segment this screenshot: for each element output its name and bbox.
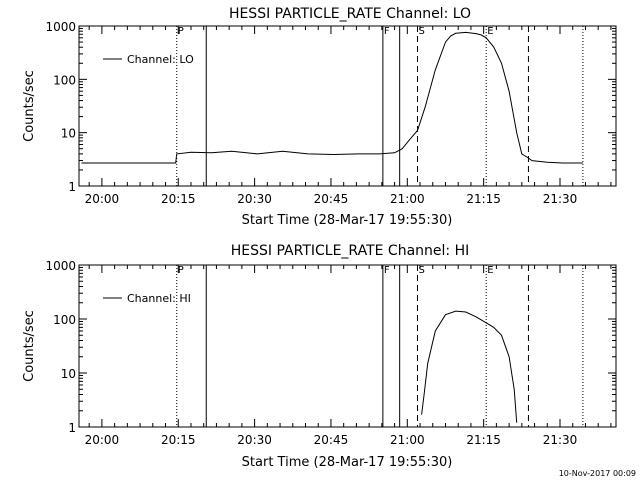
x-tick-label: 20:45 [314,192,349,206]
y-tick-label: 1 [68,421,76,435]
event-marker-label: P [178,265,184,276]
panel-lo: HESSI PARTICLE_RATE Channel: LO P F S E 20:… [22,6,617,228]
x-tick-label: 20:15 [161,192,196,206]
y-axis-ticks: 1 10 100 1000 [45,20,616,194]
x-tick-label: 21:30 [543,433,578,447]
x-tick-label: 21:00 [390,192,425,206]
x-axis-label: Start Time (28-Mar-17 19:55:30) [242,213,453,228]
event-marker-label: E [487,26,493,37]
x-axis-ticks: 20:00 20:15 20:30 20:45 21:00 21:15 21:30 [85,26,612,206]
series-line [81,31,583,164]
x-tick-label: 21:15 [466,433,501,447]
plot-frame [78,25,617,187]
series-group [81,31,583,164]
y-axis-label: Counts/sec [22,70,37,142]
x-tick-label: 20:00 [85,433,120,447]
series-line [421,310,518,423]
x-tick-label: 20:30 [237,192,272,206]
y-axis-label: Counts/sec [22,310,37,382]
event-marker-label: F [384,265,390,276]
event-marker-label: S [418,265,424,276]
series-group [421,310,518,423]
y-axis-ticks: 1 10 100 1000 [45,259,616,435]
x-tick-label: 20:45 [314,433,349,447]
y-tick-label: 10 [61,127,76,141]
chart-title: HESSI PARTICLE_RATE Channel: LO [229,6,471,22]
legend-label: Channel: HI [127,292,191,305]
event-marker-label: F [384,26,390,37]
event-marker-label: E [487,265,493,276]
chart-title: HESSI PARTICLE_RATE Channel: HI [231,243,469,259]
y-tick-label: 100 [53,73,76,87]
footer-timestamp: 10-Nov-2017 00:09 [559,469,636,478]
y-tick-label: 1 [68,180,76,194]
x-axis-ticks: 20:00 20:15 20:30 20:45 21:00 21:15 21:30 [85,265,612,447]
plot-frame [78,264,617,428]
x-axis-label: Start Time (28-Mar-17 19:55:30) [242,455,453,470]
panel-hi: HESSI PARTICLE_RATE Channel: HI P F S E 20:… [22,243,617,470]
event-marker-label: S [418,26,424,37]
x-tick-label: 21:00 [390,433,425,447]
y-tick-label: 1000 [45,20,76,34]
y-tick-label: 100 [53,313,76,327]
x-tick-label: 20:30 [237,433,272,447]
x-tick-label: 21:30 [543,192,578,206]
x-tick-label: 20:15 [161,433,196,447]
x-tick-label: 20:00 [85,192,120,206]
event-marker-label: P [178,26,184,37]
y-tick-label: 10 [61,367,76,381]
legend-label: Channel: LO [127,53,194,66]
x-tick-label: 21:15 [466,192,501,206]
y-tick-label: 1000 [45,259,76,273]
